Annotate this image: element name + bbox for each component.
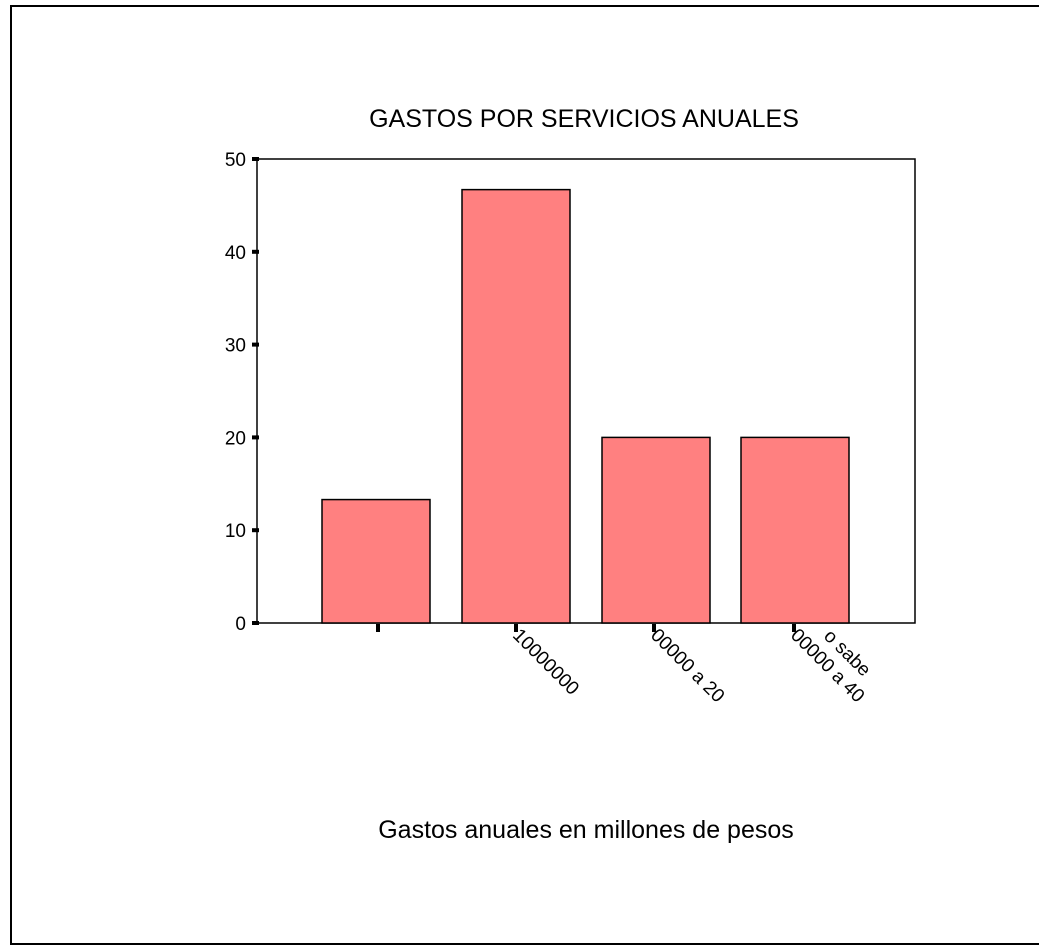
bar-1 — [321, 498, 431, 624]
plot-area — [256, 158, 916, 624]
y-tick-label: 20 — [225, 428, 246, 449]
y-tick-label: 50 — [225, 150, 246, 171]
y-tick-label: 0 — [235, 614, 246, 635]
bar-chart: GASTOS POR SERVICIOS ANUALES 0 10 20 30 40 50… — [225, 105, 916, 844]
x-axis: 10000000 00000 a 20 00000 a 40o sabe — [376, 624, 875, 707]
bar-3 — [601, 436, 711, 624]
bars — [321, 188, 850, 624]
y-tick-label: 40 — [225, 243, 246, 264]
x-tick-label: 10000000 — [508, 625, 583, 700]
y-axis: 0 10 20 30 40 50 — [225, 150, 259, 635]
x-tick-label: 00000 a 20 — [646, 625, 728, 707]
x-axis-label: Gastos anuales en millones de pesos — [378, 816, 794, 844]
bar-2 — [461, 188, 571, 624]
bar-4 — [740, 436, 850, 624]
chart-title: GASTOS POR SERVICIOS ANUALES — [369, 105, 799, 133]
y-tick-label: 10 — [225, 521, 246, 542]
y-tick-label: 30 — [225, 336, 246, 357]
